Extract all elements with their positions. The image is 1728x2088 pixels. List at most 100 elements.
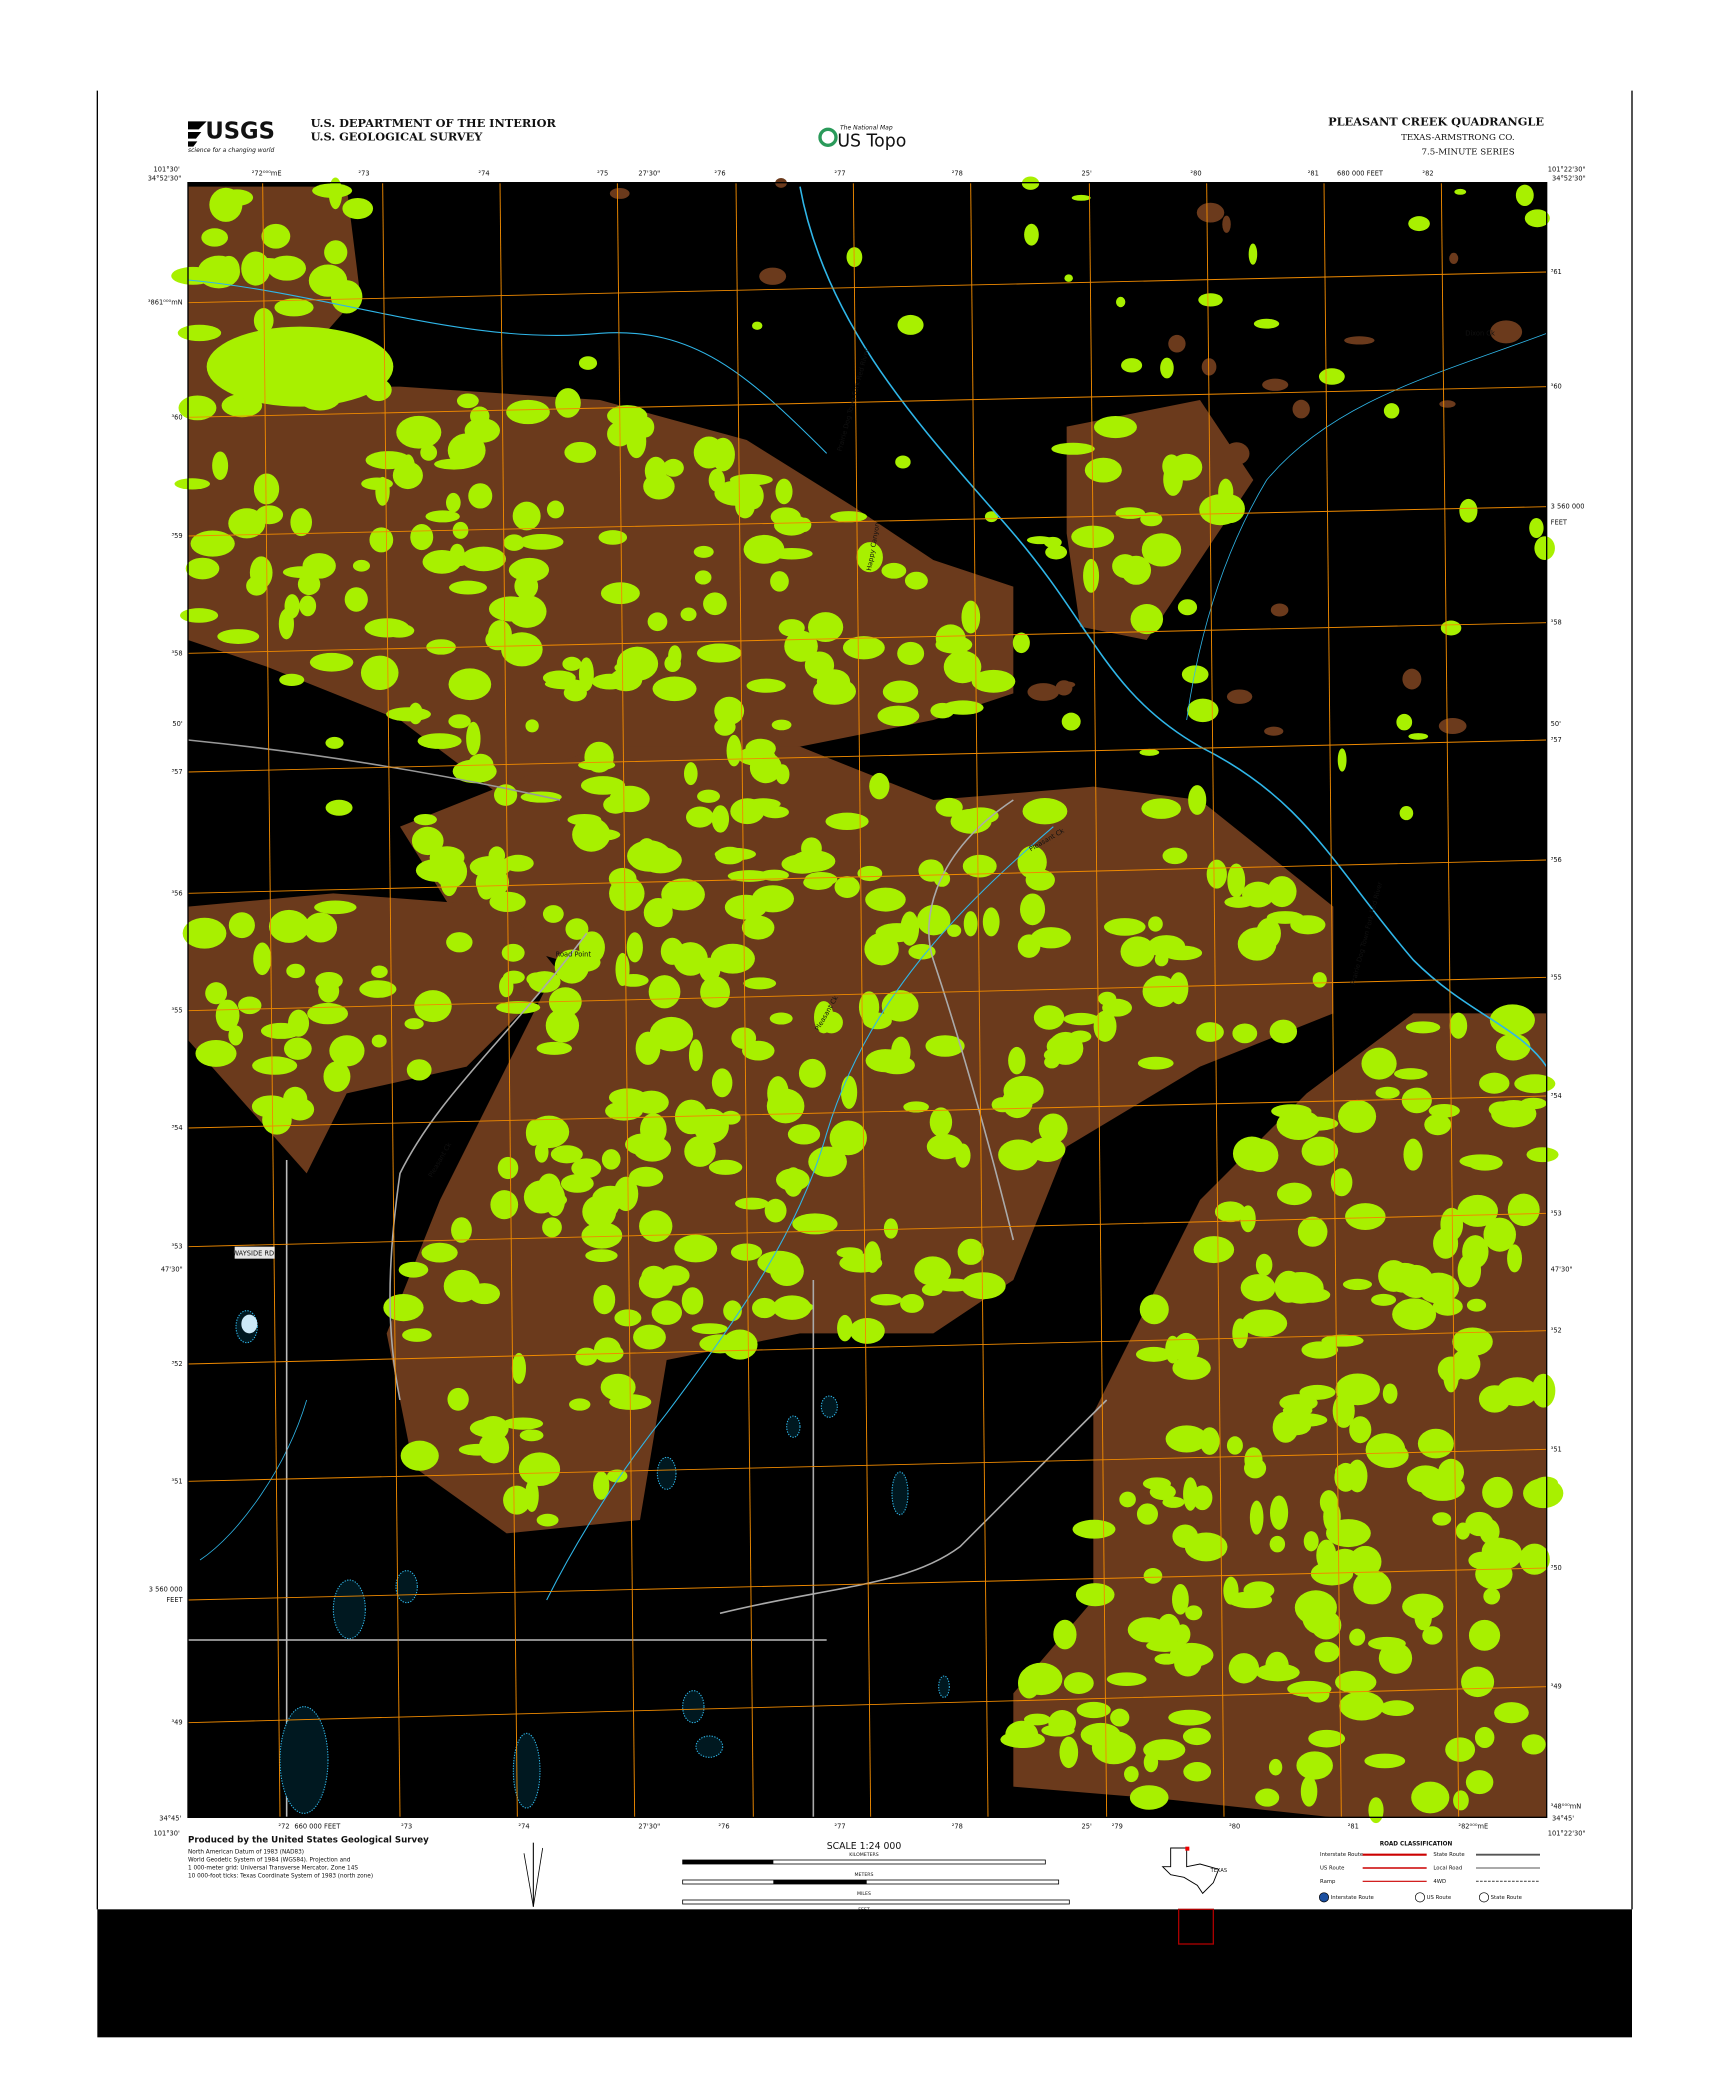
- bottom-tick-label: 25': [1082, 1823, 1092, 1831]
- vegetation: [1426, 1276, 1450, 1291]
- vegetation: [1461, 1666, 1495, 1698]
- scale: SCALE 1:24 000: [827, 1841, 902, 1852]
- top-tick-label: 27'30": [638, 169, 660, 177]
- route-shield: [1415, 1892, 1425, 1903]
- utm-grid-line: [187, 1567, 1547, 1601]
- vegetation: [564, 441, 597, 463]
- vegetation: [914, 1256, 952, 1286]
- vegetation: [649, 1016, 694, 1052]
- vegetation: [1199, 1427, 1220, 1455]
- vegetation: [1454, 188, 1467, 195]
- vegetation: [1174, 1650, 1202, 1677]
- map-label: Road Point: [556, 951, 592, 959]
- road-type: US Route: [1320, 1866, 1344, 1872]
- vegetation: [796, 517, 812, 532]
- vegetation: [488, 846, 506, 865]
- vegetation: [190, 530, 235, 557]
- utm-grid-line: [499, 182, 518, 1818]
- vegetation: [1215, 494, 1245, 524]
- vegetation: [1083, 558, 1100, 593]
- vegetation: [1335, 1670, 1377, 1694]
- top-tick-label: ²80: [1190, 169, 1201, 177]
- vegetation: [1121, 358, 1143, 373]
- utm-grid-line: [187, 1212, 1547, 1248]
- right-tick-label: FEET: [1551, 519, 1568, 527]
- vegetation: [627, 840, 672, 872]
- vegetation: [661, 878, 705, 911]
- left-tick-label: ³59: [172, 532, 183, 540]
- vegetation: [1255, 1788, 1280, 1807]
- vegetation: [1467, 1154, 1503, 1171]
- vegetation: [1091, 1730, 1136, 1765]
- vegetation: [1206, 859, 1227, 889]
- vegetation: [1127, 1617, 1168, 1643]
- vegetation: [1139, 1294, 1169, 1325]
- left-tick-label: 47'30": [161, 1265, 183, 1273]
- vegetation: [882, 680, 919, 703]
- vegetation: [1226, 1436, 1243, 1455]
- vegetation: [714, 696, 745, 726]
- vegetation: [708, 468, 725, 492]
- left-tick-label: ³55: [172, 1007, 183, 1015]
- vegetation: [218, 255, 240, 284]
- scale-unit: MILES: [857, 1891, 871, 1897]
- vegetation: [324, 240, 348, 265]
- vegetation: [1438, 718, 1467, 734]
- vegetation: [711, 437, 735, 472]
- vegetation: [1294, 1590, 1337, 1625]
- vegetation: [550, 1145, 583, 1164]
- utm-grid-line: [187, 859, 1547, 894]
- vegetation: [1276, 1109, 1321, 1140]
- vegetation: [1482, 1476, 1513, 1508]
- vegetation: [1139, 748, 1160, 756]
- vegetation: [1043, 536, 1062, 548]
- vegetation: [1394, 1068, 1428, 1080]
- vegetation: [1440, 620, 1462, 636]
- vegetation: [497, 1156, 519, 1180]
- vegetation: [1106, 1672, 1147, 1686]
- vegetation: [775, 478, 793, 505]
- vegetation: [546, 500, 564, 519]
- vegetation: [1198, 293, 1223, 307]
- vegetation: [308, 264, 348, 297]
- corner-label: 101°30': [153, 1829, 180, 1837]
- vegetation: [1165, 1425, 1208, 1453]
- vegetation: [1141, 533, 1182, 567]
- vegetation: [759, 267, 787, 285]
- right-tick-label: ³61: [1551, 268, 1562, 276]
- vegetation: [609, 188, 630, 199]
- road-type: Local Road: [1433, 1866, 1462, 1872]
- vegetation: [325, 736, 344, 749]
- vegetation: [1173, 1332, 1200, 1363]
- playa-lake: [395, 1570, 418, 1604]
- vegetation: [1160, 357, 1174, 379]
- utm-grid-line: [187, 739, 1547, 773]
- vegetation: [325, 799, 353, 816]
- vegetation: [741, 915, 775, 940]
- right-tick-label: ³57: [1551, 736, 1562, 744]
- vegetation: [808, 612, 844, 642]
- vegetation: [1162, 454, 1181, 479]
- vegetation: [578, 356, 598, 370]
- vegetation: [703, 592, 727, 616]
- vegetation: [1059, 1736, 1079, 1769]
- vegetation: [1063, 1672, 1094, 1695]
- corner-label: 34°52'30": [148, 175, 182, 183]
- road-type: Ramp: [1320, 1879, 1336, 1885]
- vegetation: [633, 1324, 666, 1350]
- vegetation: [998, 1139, 1039, 1171]
- right-tick-label: ³58: [1551, 619, 1562, 627]
- vegetation: [309, 652, 354, 672]
- vegetation: [425, 510, 460, 523]
- vegetation: [798, 1058, 826, 1088]
- vegetation: [268, 909, 310, 943]
- vegetation: [1069, 1030, 1092, 1043]
- vegetation: [284, 1037, 312, 1060]
- north-arrow: [523, 1842, 544, 1907]
- vegetation: [842, 636, 885, 660]
- vegetation: [447, 1387, 469, 1411]
- vegetation: [1223, 442, 1250, 465]
- vegetation: [825, 812, 869, 830]
- vegetation: [743, 482, 764, 510]
- map-label: Dixon Ck: [1465, 329, 1495, 337]
